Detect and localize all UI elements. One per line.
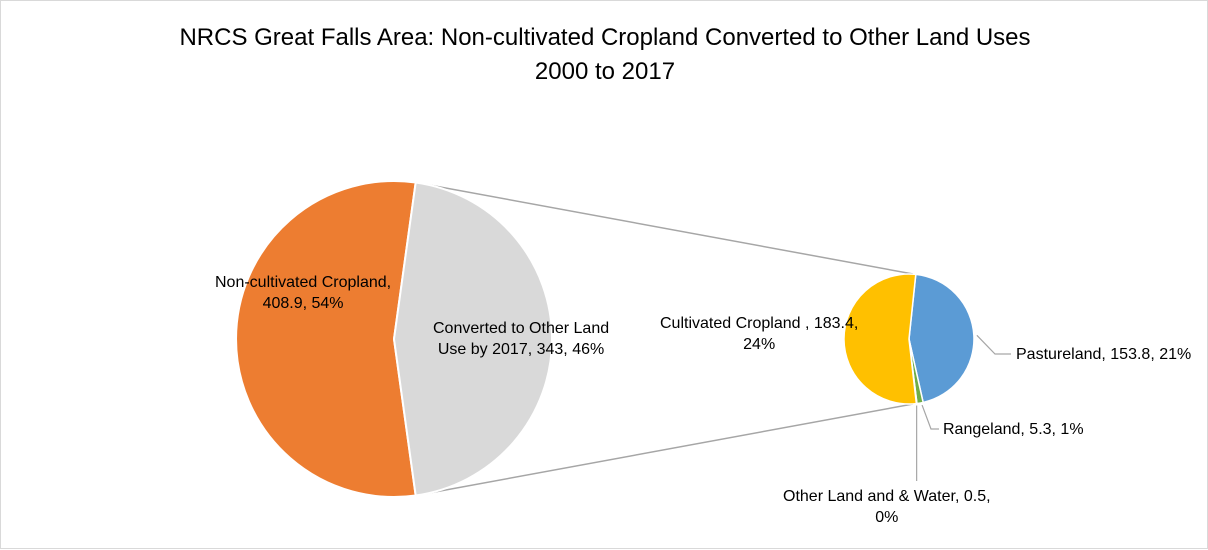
data-label-line: Rangeland, 5.3, 1% xyxy=(943,421,1084,438)
chart-title-line-1: NRCS Great Falls Area: Non-cultivated Cr… xyxy=(179,24,1031,51)
leader-line-pastureland xyxy=(976,334,1011,355)
data-label-rangeland: Rangeland, 5.3, 1% xyxy=(943,419,1084,440)
data-label-line: Cultivated Cropland , 183.4, xyxy=(660,315,859,332)
data-label-line: 0% xyxy=(875,509,899,526)
data-label-line: Use by 2017, 343, 46% xyxy=(437,341,605,358)
data-label-line: Pastureland, 153.8, 21% xyxy=(1016,346,1192,363)
pie-slice-non-cultivated-cropland xyxy=(235,180,417,498)
pie-slice-pastureland xyxy=(908,273,975,404)
data-label-non-cultivated-cropland: Non-cultivated Cropland, 408.9, 54% xyxy=(215,272,391,314)
pie-slice-cultivated-cropland xyxy=(843,273,918,405)
data-label-line: Non-cultivated Cropland, xyxy=(215,274,392,291)
connector-line-bottom xyxy=(415,403,914,497)
data-label-converted-to-other-land-use: Converted to Other Land Use by 2017, 343… xyxy=(433,318,609,360)
connector-line-top xyxy=(415,181,914,275)
data-label-line: Other Land and & Water, 0.5, xyxy=(783,488,991,505)
data-label-line: 24% xyxy=(743,336,776,353)
leader-line-rangeland xyxy=(921,404,939,430)
data-label-pastureland: Pastureland, 153.8, 21% xyxy=(1016,344,1191,365)
data-label-other-land-and-water: Other Land and & Water, 0.5, 0% xyxy=(783,486,991,528)
data-label-cultivated-cropland: Cultivated Cropland , 183.4, 24% xyxy=(660,313,858,355)
data-label-line: Converted to Other Land xyxy=(433,320,610,337)
pie-slice-converted-to-other-land-use-by-2017 xyxy=(392,181,554,497)
data-label-line: 408.9, 54% xyxy=(262,295,344,312)
chart-title-line-2: 2000 to 2017 xyxy=(534,58,676,85)
